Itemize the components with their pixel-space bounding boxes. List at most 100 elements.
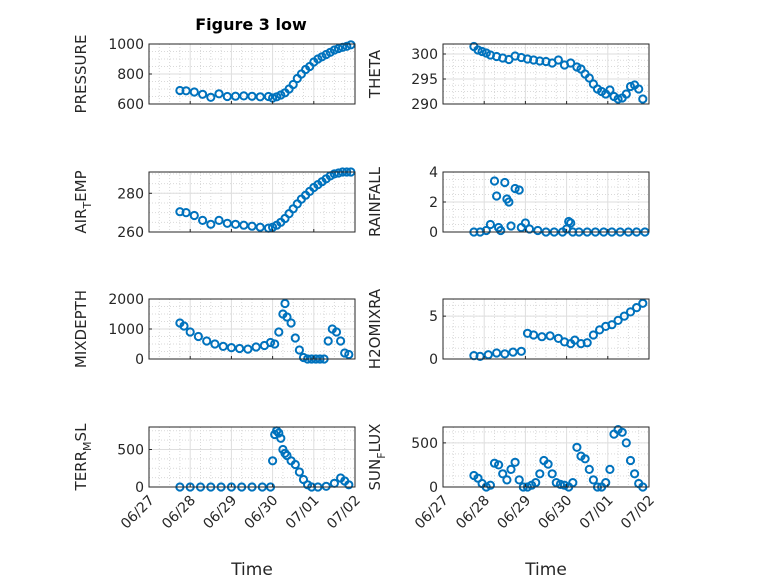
data-point: [502, 475, 512, 485]
axes-box: [148, 426, 356, 488]
data-point: [189, 87, 199, 97]
data-point: [510, 183, 520, 194]
data-point: [290, 333, 300, 343]
data-point: [483, 350, 493, 360]
data-point: [535, 469, 545, 479]
data-point: [516, 346, 526, 356]
data-point: [198, 215, 208, 225]
data-point: [185, 327, 195, 337]
y-tick-label: 2000: [108, 292, 144, 308]
data-point: [255, 92, 265, 102]
y-tick-label: 500: [117, 443, 144, 459]
y-tick-label: 1000: [108, 322, 144, 338]
subplot-airtemp: 260 280 AIRTEMP: [72, 167, 356, 241]
data-point: [555, 479, 566, 489]
data-point: [290, 459, 300, 470]
data-point: [531, 478, 541, 488]
data-point: [294, 345, 304, 355]
data-point: [498, 469, 508, 479]
axes-box: [442, 298, 650, 360]
data-point: [265, 337, 276, 348]
data-point: [520, 218, 531, 228]
y-tick-label: 280: [117, 186, 144, 202]
data-point: [333, 43, 344, 54]
data-point: [510, 457, 520, 467]
axes-box: [442, 43, 650, 105]
data-point: [500, 349, 510, 359]
data-point: [193, 331, 203, 342]
y-tick-label: 5: [429, 309, 438, 325]
data-point: [214, 215, 224, 225]
data-point: [340, 348, 350, 358]
data-point: [239, 91, 249, 101]
data-point: [255, 222, 265, 232]
data-point: [294, 467, 304, 477]
data-point: [286, 318, 296, 328]
y-tick-label: 0: [135, 352, 144, 368]
data-point: [625, 455, 636, 466]
data-point: [202, 336, 212, 346]
data-point: [342, 41, 352, 51]
data-point: [607, 320, 617, 330]
data-point: [634, 84, 644, 94]
y-tick-label: 260: [117, 225, 144, 241]
data-point: [529, 330, 539, 340]
data-point: [230, 91, 241, 101]
data-point: [492, 191, 502, 201]
data-point: [545, 331, 555, 341]
data-point: [481, 225, 491, 236]
data-point: [181, 86, 191, 96]
data-point: [588, 475, 599, 485]
axes-box: [148, 171, 356, 233]
data-point: [235, 343, 245, 354]
x-axis-label: Time: [524, 560, 567, 580]
data-point: [274, 327, 284, 337]
y-tick-label: 0: [429, 352, 438, 368]
data-point: [584, 464, 594, 474]
x-axis-label: Time: [230, 560, 273, 580]
data-point: [181, 208, 191, 218]
subplot-h2omixra: 0 5 H2OMIXRA: [366, 288, 650, 369]
y-tick-label: 0: [429, 480, 438, 496]
data-point: [247, 221, 257, 231]
data-point: [506, 464, 516, 474]
data-point: [566, 218, 576, 228]
data-point: [580, 454, 590, 464]
y-tick-label: 4: [429, 165, 438, 181]
data-point: [214, 89, 224, 99]
data-point: [321, 481, 331, 491]
y-tick-label: 2: [429, 195, 438, 211]
data-point: [274, 428, 284, 438]
data-point: [619, 311, 629, 321]
data-point: [553, 55, 564, 65]
data-point: [344, 349, 354, 360]
data-point: [230, 219, 241, 229]
data-point: [251, 342, 261, 352]
data-point: [323, 336, 333, 346]
data-point: [566, 58, 576, 68]
subplot-pressure: 600 800 1000 PRESSURE: [72, 35, 356, 113]
data-point: [198, 89, 208, 99]
data-point: [625, 307, 636, 317]
data-point: [282, 312, 292, 322]
data-point: [537, 332, 547, 342]
y-tick-label: 600: [117, 97, 144, 113]
data-point: [243, 344, 253, 354]
data-point: [473, 45, 483, 55]
subplot-rainfall: 0 2 4 RAINFALL: [366, 165, 650, 241]
data-point: [568, 478, 578, 488]
y-axis-label: AIRTEMP: [72, 170, 94, 233]
data-point: [613, 94, 623, 104]
data-point: [336, 336, 346, 346]
data-point: [222, 91, 232, 102]
y-axis-label: SUNFLUX: [366, 424, 388, 491]
data-point: [514, 475, 524, 485]
data-point: [500, 177, 510, 188]
data-point: [477, 46, 487, 57]
y-axis-label: MIXDEPTH: [72, 290, 90, 368]
data-point: [605, 464, 615, 474]
data-point: [329, 169, 339, 179]
y-axis-label: THETA: [366, 49, 384, 99]
data-point: [638, 94, 648, 104]
